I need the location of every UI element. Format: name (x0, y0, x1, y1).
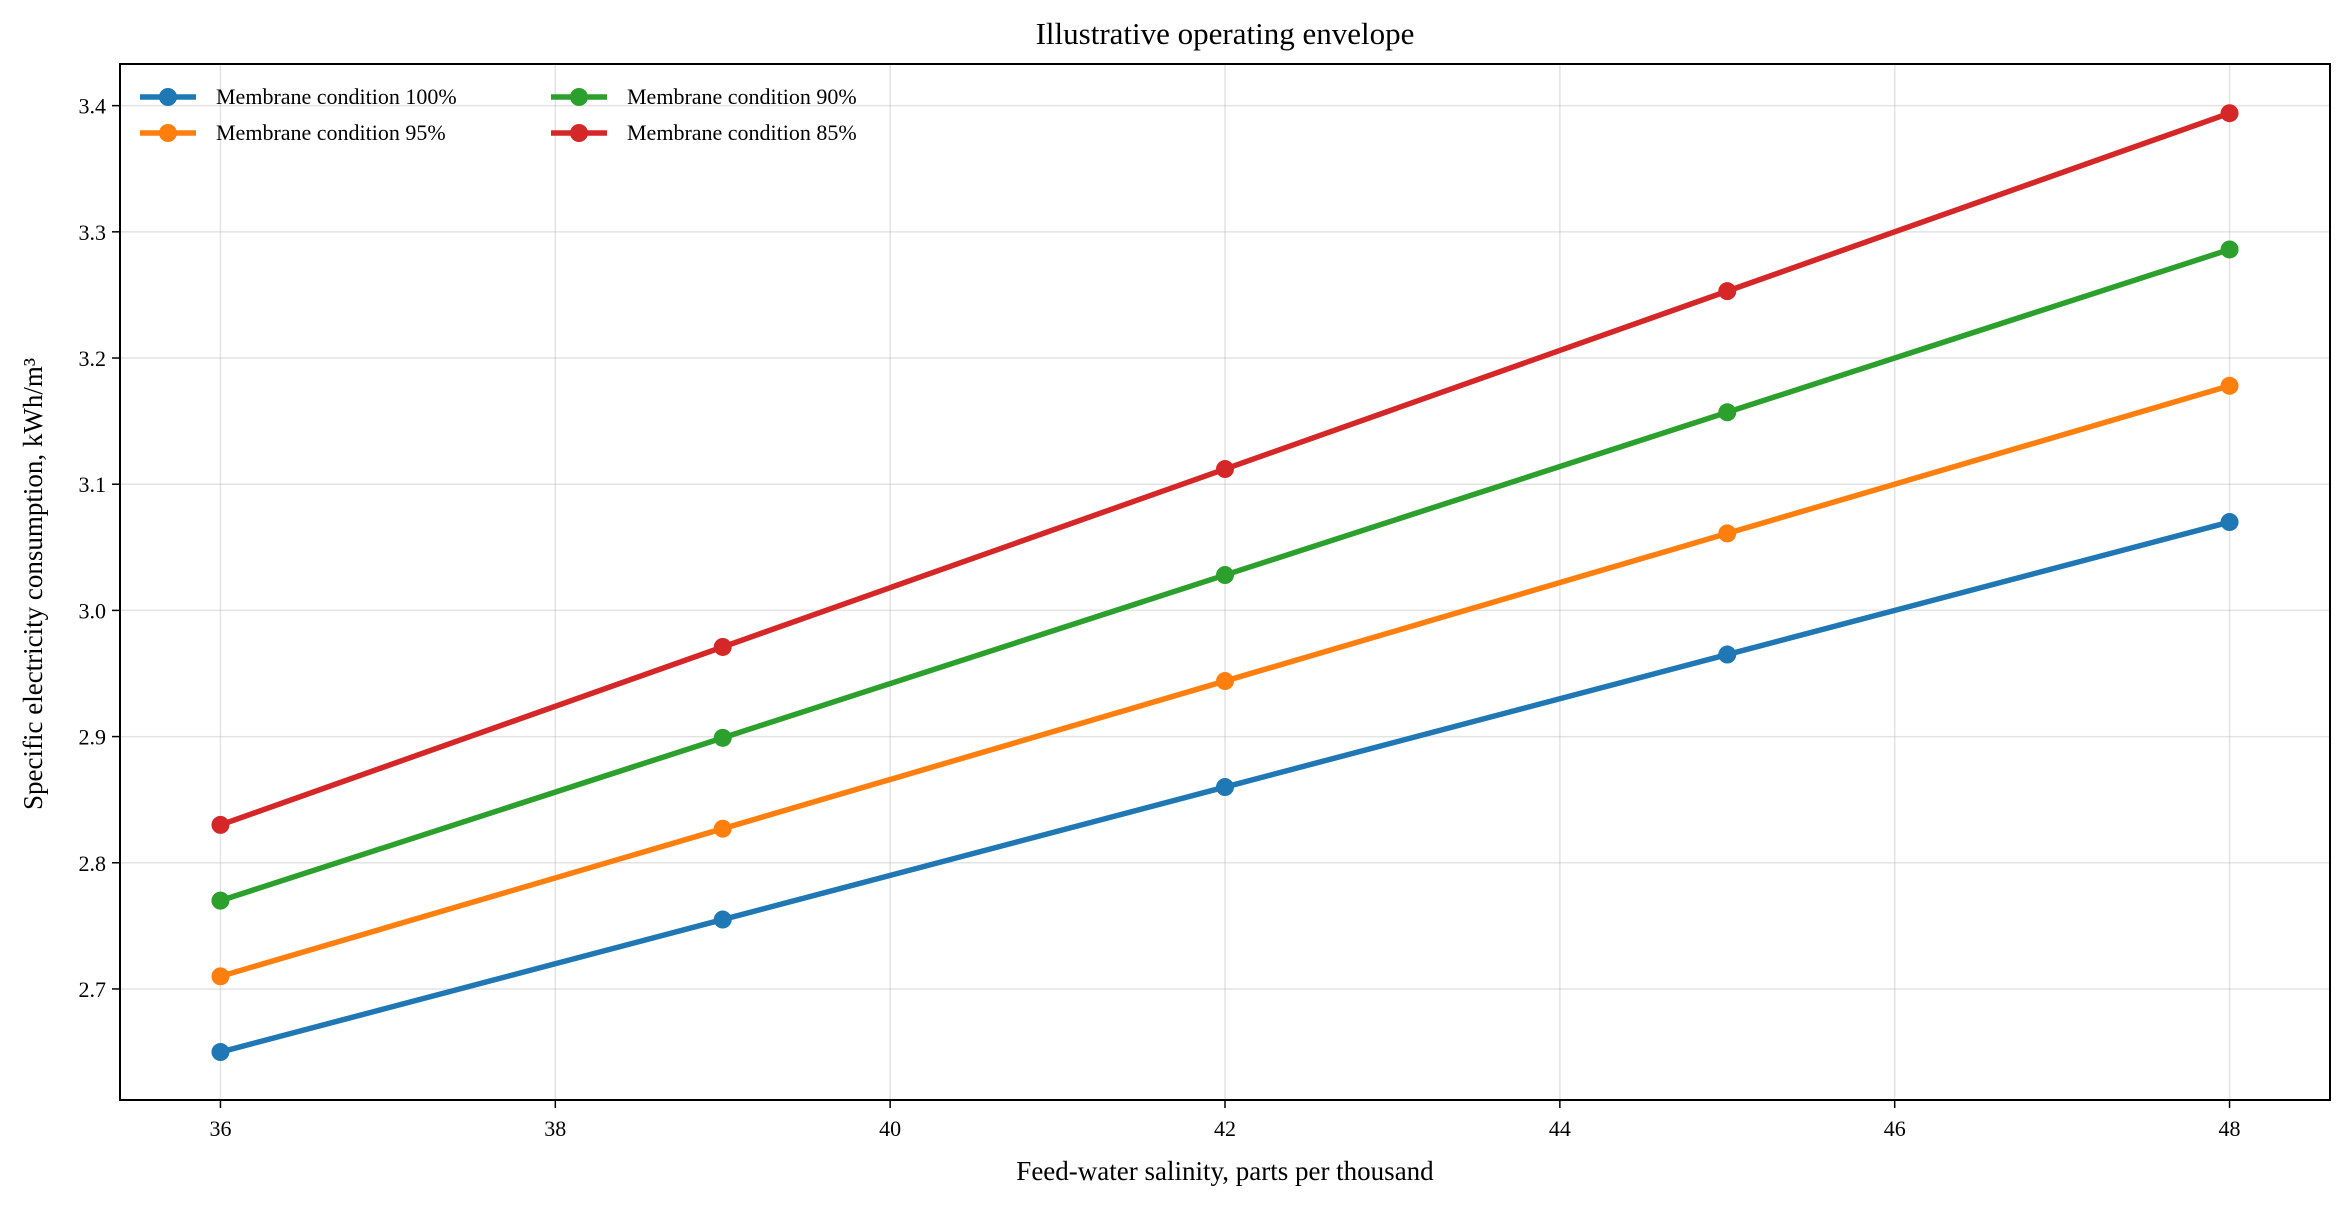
axis-ticks: 36 38 40 42 44 46 48 2.7 2.8 2.9 3.0 3.1 3.2 3.3 3.4 (79, 94, 2241, 1141)
x-axis-label: Feed-water salinity, parts per thousand (1016, 1156, 1434, 1186)
y-tick-label: 3.0 (79, 598, 107, 623)
legend-swatch-marker (159, 124, 177, 142)
x-tick-label: 44 (1549, 1116, 1571, 1141)
legend-label: Membrane condition 95% (216, 120, 446, 145)
series-2 (211, 376, 2239, 986)
data-point (211, 1043, 230, 1062)
data-point (1718, 645, 1737, 664)
y-tick-label: 2.7 (79, 977, 107, 1002)
x-tick-label: 40 (879, 1116, 901, 1141)
data-point (1718, 524, 1737, 543)
data-point (2220, 240, 2239, 259)
legend-label: Membrane condition 100% (216, 84, 457, 109)
legend-item: Membrane condition 100% (140, 84, 457, 109)
grid-lines (120, 64, 2330, 1100)
data-point (1718, 403, 1737, 422)
series-1 (211, 513, 2239, 1062)
data-point (211, 967, 230, 986)
legend-item: Membrane condition 95% (140, 120, 446, 145)
x-tick-label: 38 (544, 1116, 566, 1141)
x-tick-label: 36 (209, 1116, 231, 1141)
series-4 (211, 104, 2239, 834)
series-layer (211, 104, 2239, 1062)
y-tick-label: 3.1 (79, 472, 107, 497)
x-tick-label: 48 (2219, 1116, 2241, 1141)
data-point (2220, 104, 2239, 123)
legend-item: Membrane condition 85% (551, 120, 857, 145)
legend-swatch-marker (570, 124, 588, 142)
series-3 (211, 240, 2239, 910)
legend-label: Membrane condition 85% (627, 120, 857, 145)
x-tick-label: 42 (1214, 1116, 1236, 1141)
x-tick-label: 46 (1884, 1116, 1906, 1141)
data-point (1216, 566, 1234, 585)
y-tick-label: 3.4 (79, 94, 107, 119)
data-point (713, 819, 732, 838)
y-tick-label: 3.2 (79, 346, 107, 371)
data-point (1216, 778, 1234, 797)
data-point (713, 910, 732, 929)
y-tick-label: 2.8 (79, 851, 107, 876)
y-tick-label: 2.9 (79, 725, 107, 750)
data-point (2220, 513, 2239, 532)
data-point (1718, 282, 1737, 301)
legend-swatch-marker (570, 88, 588, 106)
y-axis-label: Specific electricity consumption, kWh/m³ (18, 358, 48, 810)
data-point (211, 815, 230, 834)
data-point (713, 637, 732, 656)
data-point (1216, 460, 1234, 479)
legend-item: Membrane condition 90% (551, 84, 857, 109)
legend-swatch-marker (159, 88, 177, 106)
chart-title: Illustrative operating envelope (1036, 16, 1415, 51)
data-point (713, 728, 732, 747)
data-point (1216, 672, 1234, 691)
legend: Membrane condition 100% Membrane conditio… (140, 84, 857, 145)
data-point (2220, 376, 2239, 395)
legend-label: Membrane condition 90% (627, 84, 857, 109)
y-tick-label: 3.3 (79, 220, 107, 245)
data-point (211, 891, 230, 910)
